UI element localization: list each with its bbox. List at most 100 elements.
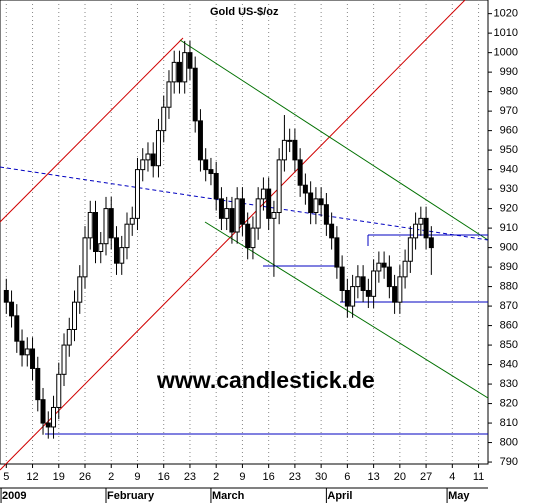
- candle-body: [281, 139, 287, 161]
- chart-title: Gold US-$/oz: [210, 6, 279, 18]
- candle-body: [182, 52, 188, 83]
- candle-body: [56, 373, 62, 408]
- candle-body: [30, 348, 36, 369]
- candle-body: [355, 276, 361, 288]
- candle-body: [3, 289, 9, 303]
- candle-body: [239, 198, 245, 225]
- candle-body: [24, 348, 30, 356]
- candle-body: [371, 270, 377, 297]
- candle-body: [119, 247, 125, 264]
- candle-body: [313, 198, 319, 214]
- candle-body: [297, 159, 303, 186]
- candle-body: [323, 204, 329, 225]
- x-tick-label: 4: [449, 471, 455, 483]
- candle-body: [108, 208, 114, 239]
- candle-body: [124, 223, 130, 249]
- x-tick-label: 20: [394, 471, 406, 483]
- x-tick-label: 9: [239, 471, 245, 483]
- y-tick-label: 800: [500, 436, 518, 448]
- y-tick-label: 880: [500, 280, 518, 292]
- y-tick-label: 920: [500, 203, 518, 215]
- y-tick-label: 940: [500, 164, 518, 176]
- candle-body: [171, 61, 177, 83]
- candle-body: [360, 276, 366, 291]
- y-tick-label: 970: [500, 105, 518, 117]
- trend-line: [179, 39, 489, 241]
- candle-body: [113, 237, 119, 264]
- candle-body: [203, 159, 209, 171]
- candle-body: [51, 406, 57, 428]
- candle-body: [334, 237, 340, 268]
- y-tick-label: 1000: [494, 47, 518, 59]
- candle-body: [266, 188, 272, 219]
- candles: [3, 40, 434, 439]
- y-tick-label: 1010: [494, 27, 518, 39]
- candle-body: [66, 328, 72, 346]
- candle-body: [208, 169, 214, 175]
- candle-body: [176, 61, 182, 83]
- candle-body: [292, 139, 298, 161]
- candle-body: [365, 289, 371, 297]
- candle-body: [344, 289, 350, 307]
- trend-line: [0, 37, 184, 223]
- candle-body: [392, 286, 398, 303]
- candle-body: [308, 192, 314, 214]
- candle-body: [82, 237, 88, 278]
- y-tick-label: 810: [500, 417, 518, 429]
- y-tick-label: 1020: [494, 8, 518, 20]
- x-tick-label: 27: [420, 471, 432, 483]
- candle-body: [339, 266, 345, 291]
- candle-body: [72, 301, 78, 330]
- candle-body: [381, 262, 387, 268]
- candle-body: [255, 198, 261, 229]
- candle-body: [386, 266, 392, 288]
- y-tick-label: 830: [500, 378, 518, 390]
- candle-body: [98, 243, 104, 252]
- y-tick-label: 840: [500, 358, 518, 370]
- x-tick-label: 19: [53, 471, 65, 483]
- y-tick-label: 900: [500, 242, 518, 254]
- y-tick-label: 960: [500, 125, 518, 137]
- x-tick-label: 30: [315, 471, 327, 483]
- x-tick-label: 2: [213, 471, 219, 483]
- candle-body: [77, 276, 83, 303]
- x-tick-label: 9: [134, 471, 140, 483]
- candle-body: [302, 184, 308, 194]
- candle-body: [397, 276, 403, 303]
- watermark: www.candlestick.de: [156, 367, 375, 393]
- x-tick-label: 26: [79, 471, 91, 483]
- candle-body: [14, 315, 20, 342]
- month-label: February: [107, 490, 155, 502]
- candle-body: [423, 217, 429, 239]
- month-label: May: [448, 490, 470, 502]
- x-tick-label: 6: [344, 471, 350, 483]
- x-tick-label: 5: [3, 471, 9, 483]
- candle-body: [197, 120, 203, 161]
- month-label: April: [327, 490, 352, 502]
- candle-body: [428, 237, 434, 249]
- month-label: March: [212, 490, 245, 502]
- month-label: 2009: [2, 490, 26, 502]
- y-tick-label: 910: [500, 222, 518, 234]
- candle-body: [260, 188, 266, 200]
- y-tick-label: 790: [500, 456, 518, 468]
- candle-body: [250, 227, 256, 249]
- y-tick-label: 850: [500, 339, 518, 351]
- candle-body: [35, 367, 41, 401]
- candle-body: [276, 159, 282, 214]
- y-tick-label: 990: [500, 66, 518, 78]
- trend-line: [204, 221, 489, 399]
- y-tick-label: 870: [500, 300, 518, 312]
- y-tick-label: 860: [500, 319, 518, 331]
- x-tick-label: 11: [473, 471, 484, 483]
- candle-body: [413, 223, 419, 239]
- candle-body: [376, 262, 382, 272]
- candle-body: [155, 130, 161, 167]
- candle-body: [418, 217, 424, 225]
- y-tick-label: 820: [500, 397, 518, 409]
- plot-frame: [0, 0, 489, 465]
- candle-body: [61, 344, 67, 375]
- candle-body: [187, 52, 193, 69]
- candle-body: [87, 212, 93, 239]
